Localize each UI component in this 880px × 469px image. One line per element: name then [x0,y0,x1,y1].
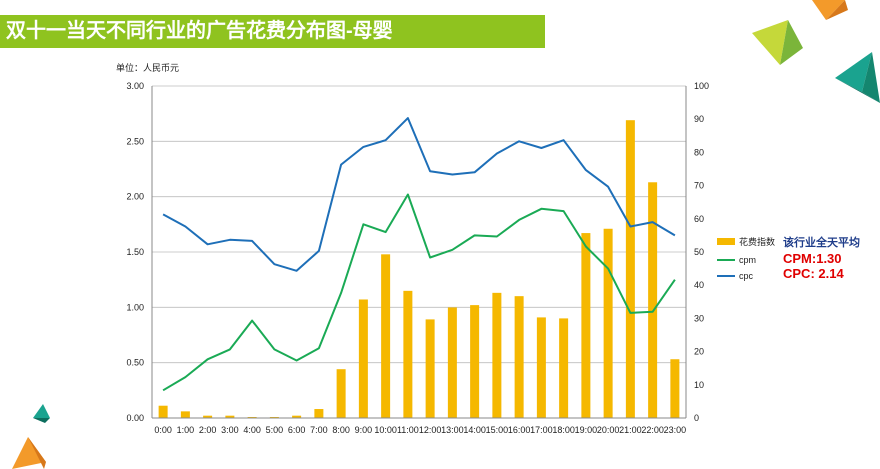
y-right-tick-label: 20 [694,347,704,357]
decoration-teal-triangle-right [835,52,880,103]
bar [381,254,391,418]
legend-label: 花费指数 [739,236,775,247]
average-heading: 该行业全天平均 [783,235,860,249]
x-tick-label: 15:00 [486,425,509,435]
average-cpm: CPM:1.30 [783,251,842,266]
y-right-tick-label: 50 [694,247,704,257]
x-tick-label: 3:00 [221,425,239,435]
bar [470,305,480,418]
y-left-tick-label: 0.50 [126,358,144,368]
y-right-tick-label: 0 [694,413,699,423]
x-tick-label: 16:00 [508,425,531,435]
line-cpc [162,117,676,272]
decoration-green-triangle-top [752,20,803,65]
legend-label: cpc [739,271,754,281]
y-left-tick-label: 2.50 [126,136,144,146]
bar [559,318,569,418]
y-right-tick-label: 70 [694,181,704,191]
bar [292,415,302,418]
x-tick-label: 13:00 [441,425,464,435]
x-tick-label: 14:00 [463,425,486,435]
y-left-tick-label: 3.00 [126,81,144,91]
title-bar: 双十一当天不同行业的广告花费分布图-母婴 [0,15,545,48]
bar [403,290,413,418]
bar [425,319,435,418]
y-right-tick-label: 90 [694,114,704,124]
bar [603,228,613,418]
line-series [162,117,676,392]
bar [581,233,591,418]
y-axis-right-ticks: 0 10 20 30 40 50 60 70 80 90 100 [694,81,709,423]
average-cpc: CPC: 2.14 [783,266,844,281]
x-tick-label: 4:00 [243,425,261,435]
y-left-tick-label: 0.00 [126,413,144,423]
y-right-tick-label: 100 [694,81,709,91]
bar [514,296,524,418]
legend-swatch-bar [717,238,735,245]
decoration-teal-triangle-bottom [33,404,50,423]
y-right-tick-label: 40 [694,280,704,290]
x-tick-label: 21:00 [619,425,642,435]
decoration-orange-triangle-top [812,0,848,20]
x-tick-label: 5:00 [266,425,284,435]
y-axis-left-ticks: 0.00 0.50 1.00 1.50 2.00 2.50 3.00 [126,81,144,423]
x-tick-label: 12:00 [419,425,442,435]
bar [625,120,635,419]
grid-lines [152,85,686,364]
decoration-orange-triangle-bottom [12,437,46,469]
x-tick-label: 1:00 [177,425,195,435]
bar [314,409,324,418]
x-tick-label: 9:00 [355,425,373,435]
y-right-tick-label: 60 [694,214,704,224]
bar [203,415,213,418]
x-axis-ticks: 0:00 1:00 2:00 3:00 4:00 5:00 6:00 7:00 8:00 9:00… [154,425,686,435]
axes [151,86,687,419]
bar [536,317,546,418]
y-left-tick-label: 1.50 [126,247,144,257]
y-right-tick-label: 80 [694,147,704,157]
bar [358,299,368,418]
bar [180,411,190,418]
x-tick-label: 0:00 [154,425,172,435]
x-tick-label: 23:00 [664,425,687,435]
bar [447,307,457,418]
line-cpm [162,193,676,392]
legend: 花费指数 cpm cpc [717,236,775,281]
y-right-tick-label: 10 [694,380,704,390]
x-tick-label: 6:00 [288,425,306,435]
x-tick-label: 18:00 [552,425,575,435]
bar [225,415,235,418]
bar [158,405,168,418]
x-tick-label: 7:00 [310,425,328,435]
y-left-tick-label: 2.00 [126,192,144,202]
x-tick-label: 2:00 [199,425,217,435]
y-left-tick-label: 1.00 [126,302,144,312]
bar [492,292,502,418]
bar-series-spend-index [158,120,680,419]
bar [670,359,680,418]
bar [336,369,346,418]
x-tick-label: 17:00 [530,425,553,435]
x-tick-label: 19:00 [575,425,598,435]
x-tick-label: 10:00 [374,425,397,435]
x-tick-label: 22:00 [641,425,664,435]
bar [648,182,658,418]
x-tick-label: 20:00 [597,425,620,435]
page-title: 双十一当天不同行业的广告花费分布图-母婴 [6,20,393,42]
y-right-tick-label: 30 [694,313,704,323]
unit-label: 单位：人民币元 [116,62,179,73]
legend-label: cpm [739,255,756,265]
x-tick-label: 11:00 [397,425,419,435]
x-tick-label: 8:00 [332,425,350,435]
average-annotation: 该行业全天平均 CPM:1.30 CPC: 2.14 [783,235,860,281]
